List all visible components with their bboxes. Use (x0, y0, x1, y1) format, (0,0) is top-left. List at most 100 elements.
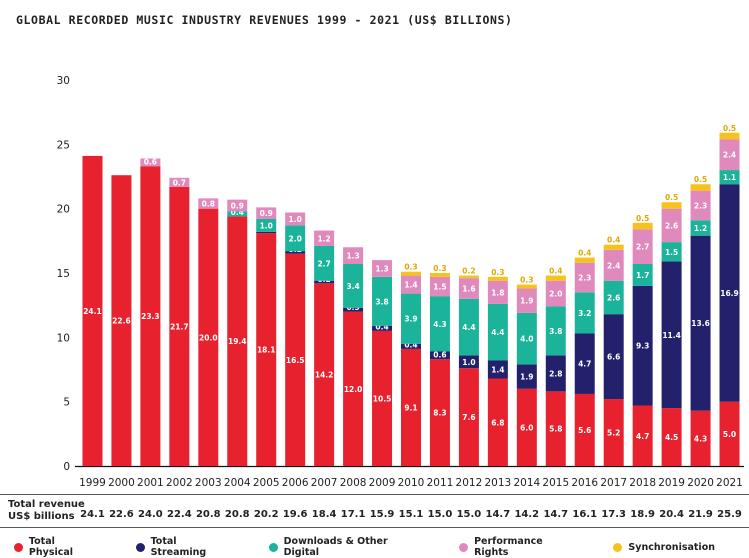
x-tick-label: 2005 (253, 477, 280, 489)
bar-segment (574, 262, 595, 293)
data-label: 6.6 (607, 353, 620, 362)
bar-segment (632, 285, 653, 406)
legend-swatch-icon (135, 542, 145, 552)
total-value: 15.9 (370, 509, 395, 520)
x-tick-label: 2002 (166, 477, 193, 489)
data-label: 3.8 (549, 327, 562, 336)
data-label: 4.3 (433, 320, 446, 329)
y-tick-label: 15 (57, 268, 70, 280)
bar-segment (574, 292, 595, 334)
bar-segment (690, 410, 711, 466)
legend-item: Performance Rights (459, 536, 579, 558)
legend: Total Physical Total Streaming Downloads &… (14, 536, 749, 558)
total-value: 17.1 (341, 509, 366, 520)
legend-item: Synchronisation (613, 536, 715, 558)
totals-label-line1: Total revenue (8, 499, 85, 510)
y-tick-label: 20 (57, 204, 70, 216)
bar-segment (285, 212, 306, 226)
data-label: 3.2 (578, 309, 591, 318)
data-label: 0.3 (433, 264, 446, 273)
bar-segment (140, 166, 161, 466)
bar-segment (372, 330, 393, 466)
data-label: 1.5 (665, 248, 678, 257)
data-label: 1.0 (462, 358, 475, 367)
bar-segment (314, 283, 335, 466)
bar-segment (545, 306, 566, 356)
bar-segment (603, 280, 624, 315)
bar-segment (574, 333, 595, 394)
legend-label: Total Streaming (150, 536, 207, 558)
total-value: 14.7 (486, 509, 511, 520)
bar-segment (401, 271, 421, 276)
bar-segment (719, 170, 740, 185)
x-tick-label: 2010 (398, 477, 425, 489)
data-label: 9.3 (636, 342, 649, 351)
bar-segment (516, 284, 537, 289)
data-label: 11.4 (662, 331, 681, 340)
data-label: 0.2 (462, 267, 475, 276)
bar-segment (372, 276, 393, 326)
data-label: 4.3 (694, 434, 707, 443)
bar-segment (719, 132, 740, 140)
bar-segment (198, 208, 219, 466)
data-label: 1.8 (491, 288, 504, 297)
legend-swatch-icon (613, 542, 623, 552)
bar-segment (256, 231, 277, 234)
total-value: 15.0 (457, 509, 482, 520)
bar-segment (516, 288, 537, 313)
data-label: 0.4 (231, 208, 244, 217)
total-value: 20.2 (254, 509, 279, 520)
total-value: 15.0 (428, 509, 453, 520)
bar-segment (458, 355, 479, 369)
x-tick-label: 2016 (571, 477, 598, 489)
bar-segment (690, 235, 711, 411)
legend-swatch-icon (459, 542, 469, 552)
data-label: 0.6 (144, 158, 157, 167)
data-label: 0.3 (520, 276, 533, 285)
total-value: 24.1 (80, 509, 105, 520)
bar-segment (545, 391, 566, 466)
data-label: 0.4 (375, 322, 388, 331)
data-label: 5.8 (549, 425, 562, 434)
bar-segment (285, 253, 306, 466)
data-label: 8.3 (433, 409, 446, 418)
bar-segment (458, 275, 479, 279)
total-value: 22.6 (109, 509, 134, 520)
x-tick-label: 2013 (485, 477, 512, 489)
bar-segment (285, 225, 306, 252)
x-tick-label: 2015 (542, 477, 569, 489)
bar-segment (429, 276, 450, 297)
data-label: 1.3 (346, 252, 359, 261)
data-label: 16.5 (286, 356, 305, 365)
bar-segment (719, 401, 740, 466)
data-label: 0.4 (607, 236, 620, 245)
data-label: 20.0 (199, 333, 218, 342)
bar-segment (458, 368, 479, 466)
data-label: 0.3 (491, 268, 504, 277)
bar-segment (429, 359, 450, 466)
bar-segment (574, 257, 595, 263)
data-label: 2.3 (694, 201, 707, 210)
x-tick-label: 2009 (369, 477, 396, 489)
bar-segment (487, 360, 508, 379)
total-value: 21.9 (688, 509, 713, 520)
data-label: 3.4 (346, 282, 359, 291)
data-label: 2.6 (607, 293, 620, 302)
data-label: 23.3 (141, 312, 160, 321)
x-tick-label: 2012 (456, 477, 483, 489)
y-tick-label: 10 (57, 332, 70, 344)
data-label: 2.4 (723, 151, 736, 160)
data-label: 5.6 (578, 426, 591, 435)
bar-segment (545, 355, 566, 392)
legend-swatch-icon (268, 542, 278, 552)
data-label: 4.5 (665, 433, 678, 442)
legend-swatch-icon (14, 542, 23, 552)
data-label: 10.5 (373, 394, 392, 403)
total-value: 18.4 (312, 509, 337, 520)
data-label: 0.3 (404, 263, 417, 272)
data-label: 2.4 (607, 261, 620, 270)
y-tick-label: 5 (63, 397, 70, 409)
data-label: 0.4 (404, 340, 417, 349)
data-label: 1.4 (404, 281, 417, 290)
